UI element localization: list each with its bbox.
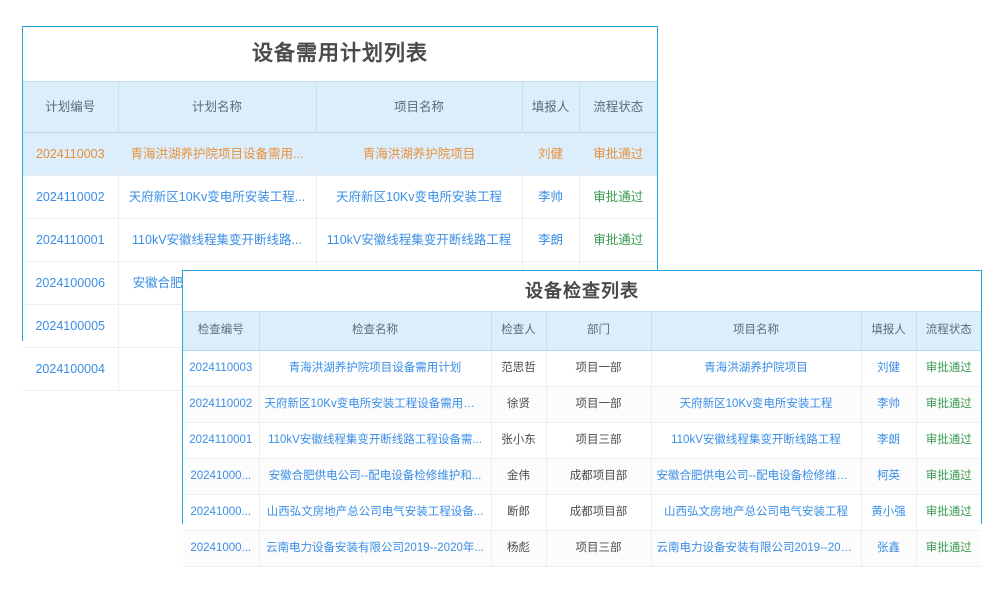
check-cell-name[interactable]: 青海洪湖养护院项目设备需用计划	[259, 350, 492, 387]
check-cell-dept: 项目三部	[546, 530, 652, 567]
plan-cell-name[interactable]: 110kV安徽线程集变开断线路...	[118, 218, 317, 262]
status-badge: 审批通过	[579, 132, 657, 176]
check-cell-code[interactable]: 2024110003	[183, 350, 260, 387]
check-col-project[interactable]: 项目名称	[651, 311, 862, 351]
check-cell-project[interactable]: 安徽合肥供电公司--配电设备检修维护...	[651, 458, 862, 495]
check-cell-code[interactable]: 20241000...	[183, 458, 260, 495]
check-cell-name[interactable]: 天府新区10Kv变电所安装工程设备需用计划	[259, 386, 492, 423]
table-row[interactable]: 2024110001 110kV安徽线程集变开断线路工程设备需... 张小东 项…	[183, 422, 981, 459]
table-row[interactable]: 2024110001 110kV安徽线程集变开断线路... 110kV安徽线程集…	[23, 218, 657, 262]
plan-cell-reporter: 刘健	[522, 132, 580, 176]
plan-cell-code[interactable]: 2024110001	[23, 218, 119, 262]
table-row[interactable]: 2024110002 天府新区10Kv变电所安装工程... 天府新区10Kv变电…	[23, 175, 657, 219]
check-cell-inspector: 断郎	[491, 494, 547, 531]
check-cell-code[interactable]: 2024110001	[183, 422, 260, 459]
table-row[interactable]: 20241000... 山西弘文房地产总公司电气安装工程设备... 断郎 成都项…	[183, 494, 981, 531]
plan-cell-code[interactable]: 2024100004	[23, 347, 119, 391]
check-table-header-row: 检查编号 检查名称 检查人 部门 项目名称 填报人 流程状态	[183, 311, 981, 351]
plan-col-status[interactable]: 流程状态	[579, 81, 657, 133]
check-cell-dept: 项目一部	[546, 386, 652, 423]
check-cell-dept: 成都项目部	[546, 458, 652, 495]
check-cell-code[interactable]: 20241000...	[183, 530, 260, 567]
plan-cell-code[interactable]: 2024100006	[23, 261, 119, 305]
check-cell-reporter: 李帅	[861, 386, 917, 423]
check-cell-dept: 成都项目部	[546, 494, 652, 531]
check-cell-name[interactable]: 云南电力设备安装有限公司2019--2020年...	[259, 530, 492, 567]
plan-col-code[interactable]: 计划编号	[23, 81, 119, 133]
check-cell-reporter: 柯英	[861, 458, 917, 495]
check-cell-code[interactable]: 20241000...	[183, 494, 260, 531]
table-row[interactable]: 20241000... 云南电力设备安装有限公司2019--2020年... 杨…	[183, 530, 981, 567]
status-badge: 审批通过	[579, 218, 657, 262]
plan-cell-code[interactable]: 2024100005	[23, 304, 119, 348]
status-badge: 审批通过	[916, 458, 981, 495]
check-cell-inspector: 杨彪	[491, 530, 547, 567]
check-cell-dept: 项目一部	[546, 350, 652, 387]
status-badge: 审批通过	[916, 422, 981, 459]
plan-cell-project[interactable]: 青海洪湖养护院项目	[316, 132, 523, 176]
plan-cell-name[interactable]: 青海洪湖养护院项目设备需用...	[118, 132, 317, 176]
check-cell-inspector: 金伟	[491, 458, 547, 495]
check-cell-inspector: 徐贤	[491, 386, 547, 423]
status-badge: 审批通过	[916, 350, 981, 387]
equipment-check-list-panel: 设备检查列表 检查编号 检查名称 检查人 部门 项目名称 填报人	[182, 270, 982, 567]
status-badge: 审批通过	[579, 175, 657, 219]
plan-cell-reporter: 李朗	[522, 218, 580, 262]
check-cell-project[interactable]: 110kV安徽线程集变开断线路工程	[651, 422, 862, 459]
check-cell-name[interactable]: 安徽合肥供电公司--配电设备检修维护和...	[259, 458, 492, 495]
plan-table-header-row: 计划编号 计划名称 项目名称 填报人 流程状态	[23, 81, 657, 133]
check-cell-dept: 项目三部	[546, 422, 652, 459]
check-cell-name[interactable]: 110kV安徽线程集变开断线路工程设备需...	[259, 422, 492, 459]
check-col-reporter[interactable]: 填报人	[861, 311, 917, 351]
check-cell-reporter: 李朗	[861, 422, 917, 459]
table-row[interactable]: 2024110003 青海洪湖养护院项目设备需用... 青海洪湖养护院项目 刘健…	[23, 132, 657, 176]
check-cell-project[interactable]: 天府新区10Kv变电所安装工程	[651, 386, 862, 423]
check-cell-project[interactable]: 青海洪湖养护院项目	[651, 350, 862, 387]
check-cell-code[interactable]: 2024110002	[183, 386, 260, 423]
status-badge: 审批通过	[916, 530, 981, 567]
plan-cell-reporter: 李帅	[522, 175, 580, 219]
plan-col-plan-name[interactable]: 计划名称	[118, 81, 317, 133]
check-col-status[interactable]: 流程状态	[916, 311, 981, 351]
table-row[interactable]: 20241000... 安徽合肥供电公司--配电设备检修维护和... 金伟 成都…	[183, 458, 981, 495]
check-col-code[interactable]: 检查编号	[183, 311, 260, 351]
check-cell-reporter: 刘健	[861, 350, 917, 387]
check-cell-inspector: 张小东	[491, 422, 547, 459]
check-cell-inspector: 范思哲	[491, 350, 547, 387]
plan-panel-title: 设备需用计划列表	[23, 27, 657, 81]
check-cell-reporter: 张鑫	[861, 530, 917, 567]
check-cell-reporter: 黄小强	[861, 494, 917, 531]
plan-cell-code[interactable]: 2024110003	[23, 132, 119, 176]
check-cell-name[interactable]: 山西弘文房地产总公司电气安装工程设备...	[259, 494, 492, 531]
check-table-body: 2024110003 青海洪湖养护院项目设备需用计划 范思哲 项目一部 青海洪湖…	[183, 350, 981, 567]
table-row[interactable]: 2024110002 天府新区10Kv变电所安装工程设备需用计划 徐贤 项目一部…	[183, 386, 981, 423]
check-col-name[interactable]: 检查名称	[259, 311, 492, 351]
check-col-dept[interactable]: 部门	[546, 311, 652, 351]
check-panel-title: 设备检查列表	[183, 271, 981, 311]
table-row[interactable]: 2024110003 青海洪湖养护院项目设备需用计划 范思哲 项目一部 青海洪湖…	[183, 350, 981, 387]
plan-cell-project[interactable]: 天府新区10Kv变电所安装工程	[316, 175, 523, 219]
plan-cell-project[interactable]: 110kV安徽线程集变开断线路工程	[316, 218, 523, 262]
plan-col-reporter[interactable]: 填报人	[522, 81, 580, 133]
check-cell-project[interactable]: 云南电力设备安装有限公司2019--202...	[651, 530, 862, 567]
plan-cell-code[interactable]: 2024110002	[23, 175, 119, 219]
check-table: 检查编号 检查名称 检查人 部门 项目名称 填报人 流程状态 202411000…	[183, 311, 981, 567]
check-cell-project[interactable]: 山西弘文房地产总公司电气安装工程	[651, 494, 862, 531]
plan-cell-name[interactable]: 天府新区10Kv变电所安装工程...	[118, 175, 317, 219]
status-badge: 审批通过	[916, 494, 981, 531]
check-col-inspector[interactable]: 检查人	[491, 311, 547, 351]
status-badge: 审批通过	[916, 386, 981, 423]
plan-col-project[interactable]: 项目名称	[316, 81, 523, 133]
